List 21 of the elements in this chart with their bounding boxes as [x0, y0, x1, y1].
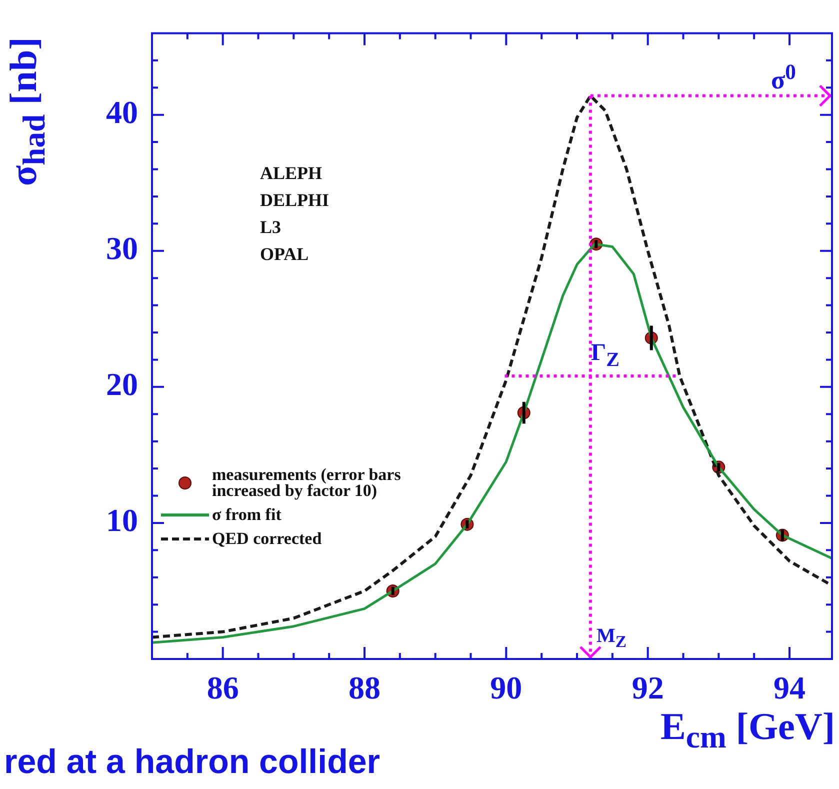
- ref-line-label: M$_{Z}$: [596, 625, 626, 652]
- annotation: Γ$_{Z}$: [590, 340, 620, 372]
- y-tick-label: 10: [106, 502, 138, 538]
- x-tick-label: 90: [490, 669, 522, 706]
- legend-label: σ from fit: [212, 504, 282, 524]
- x-tick-label: 88: [348, 669, 380, 706]
- legend-label: measurements (error bars increased by factor 10): [212, 464, 402, 500]
- annotation: OPAL: [260, 244, 309, 266]
- ref-line-label: σ$^{0}$: [771, 60, 796, 96]
- x-tick-label: 92: [632, 669, 664, 706]
- y-tick-label: 30: [106, 230, 138, 266]
- annotation: ALEPH: [260, 163, 322, 184]
- text: red at a hadron collider: [4, 743, 380, 782]
- x-axis-title: E$_{cm}$ [GeV]: [660, 705, 835, 756]
- x-tick-label: 86: [206, 669, 239, 706]
- annotation: L3: [260, 217, 282, 238]
- y-tick-label: 20: [106, 366, 138, 402]
- annotation: DELPHI: [260, 190, 330, 212]
- y-tick-label: 40: [106, 94, 138, 130]
- legend-label: QED corrected: [212, 528, 322, 548]
- x-tick-label: 94: [774, 669, 806, 706]
